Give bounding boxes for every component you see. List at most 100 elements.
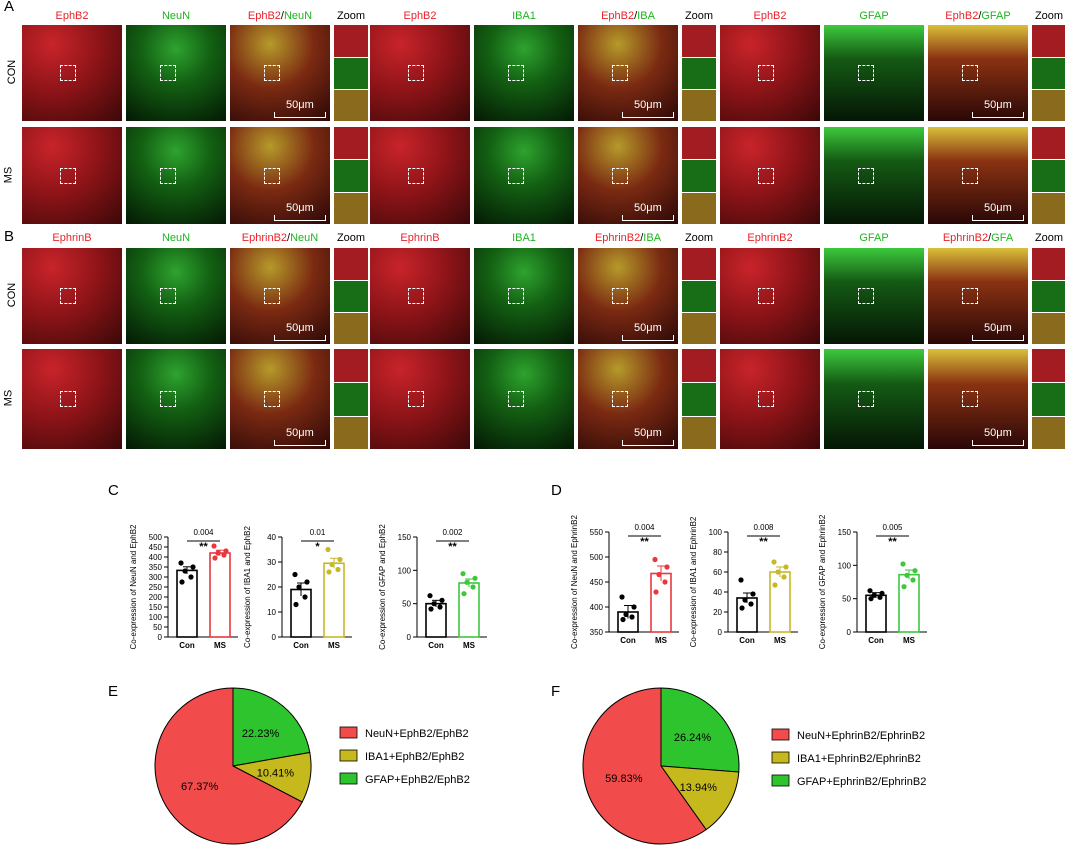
y-axis-label: Co-expression of IBA1 and EphB2 xyxy=(243,526,252,648)
data-point xyxy=(460,571,466,577)
zoom-tile xyxy=(1032,57,1065,91)
y-tick-label: 20 xyxy=(713,608,722,617)
zoom-tile xyxy=(1032,349,1065,383)
significance-stars: ** xyxy=(448,541,457,553)
y-tick-label: 50 xyxy=(153,623,162,632)
merged-image xyxy=(578,248,678,344)
data-point xyxy=(190,564,196,570)
zoom-tile xyxy=(334,417,368,449)
zoom-tile xyxy=(1032,160,1065,193)
roi-box xyxy=(160,288,176,304)
scale-bar xyxy=(972,440,1024,446)
scale-bar xyxy=(972,215,1024,221)
zoom-strip xyxy=(334,127,368,224)
data-point xyxy=(461,591,467,597)
data-point xyxy=(304,579,310,585)
panel-letter-f: F xyxy=(551,683,561,700)
roi-box xyxy=(758,65,774,81)
roi-box xyxy=(264,288,280,304)
roi-box xyxy=(264,167,280,184)
data-point xyxy=(212,555,218,561)
data-point xyxy=(629,614,635,620)
x-tick-label: MS xyxy=(463,641,476,650)
panel-letter-a: A xyxy=(4,0,15,15)
data-point xyxy=(302,594,308,600)
y-tick-label: 0 xyxy=(847,628,852,637)
column-label-zoom: Zoom xyxy=(336,232,366,244)
zoom-tile xyxy=(682,248,716,281)
x-tick-label: Con xyxy=(293,641,309,650)
bar-chart-d1: 350 400 450 500 550 Co-expression of NeuN and… xyxy=(570,515,679,649)
roi-box xyxy=(962,288,978,304)
data-point xyxy=(179,579,185,585)
roi-box xyxy=(858,167,874,184)
scale-bar xyxy=(622,440,674,446)
data-point xyxy=(188,574,194,580)
merge-label-red: EphB2 xyxy=(945,10,979,22)
merged-image xyxy=(928,248,1028,344)
data-point xyxy=(900,561,906,567)
red-channel-image xyxy=(22,127,122,224)
zoom-tile xyxy=(334,25,368,58)
y-tick-label: 30 xyxy=(267,558,276,567)
pie-slice xyxy=(232,687,311,767)
merged-image xyxy=(928,127,1028,224)
data-point xyxy=(620,616,626,623)
roi-box xyxy=(60,167,76,184)
scale-bar xyxy=(274,335,326,341)
merged-image xyxy=(230,349,330,449)
x-tick-label: Con xyxy=(428,641,444,650)
pie-chart-f: 26.24% 13.94% 59.83% NeuN+EphrinB2/EphrinB2… xyxy=(582,687,926,845)
y-tick-label: 80 xyxy=(713,548,722,557)
y-tick-label: 350 xyxy=(149,563,163,572)
x-tick-label: MS xyxy=(328,641,341,650)
merge-label-green: IBA xyxy=(637,10,655,22)
zoom-strip xyxy=(682,127,716,224)
data-point xyxy=(439,597,445,603)
zoom-tile xyxy=(1032,383,1065,417)
y-tick-label: 500 xyxy=(149,533,163,542)
data-point xyxy=(292,571,298,578)
legend-label: IBA1+EphrinB2/EphrinB2 xyxy=(797,753,921,765)
column-label-zoom: Zoom xyxy=(684,10,714,22)
y-tick-label: 100 xyxy=(149,613,163,622)
scale-label: 50μm xyxy=(286,99,314,111)
red-channel-image xyxy=(370,25,470,121)
y-axis-label: Co-expression of GFAP and EphB2 xyxy=(378,524,387,650)
data-point xyxy=(221,552,227,558)
green-channel-image xyxy=(824,25,924,121)
x-tick-label: Con xyxy=(179,641,195,650)
bar-chart-d3: 0 50 100 150 Co-expression of GFAP and Ephri… xyxy=(818,514,927,649)
column-label-red: EphB2 xyxy=(55,10,89,22)
zoom-tile xyxy=(1032,248,1065,281)
y-tick-label: 400 xyxy=(590,603,604,612)
zoom-strip xyxy=(682,25,716,121)
pie-slice xyxy=(659,765,740,831)
legend-swatch xyxy=(771,728,790,741)
p-value: 0.004 xyxy=(193,528,214,537)
scale-label: 50μm xyxy=(984,202,1012,214)
merge-label-sep: / xyxy=(978,10,982,22)
column-label-red: EphB2 xyxy=(753,10,787,22)
merge-label-green: NeuN xyxy=(290,232,319,244)
data-point xyxy=(653,589,659,595)
data-point xyxy=(871,592,877,598)
pie-slice-label: 67.37% xyxy=(181,781,219,793)
column-label-merge: EphrinB2/IBA xyxy=(578,232,678,244)
zoom-tile xyxy=(1032,280,1065,314)
panel-letter-c: C xyxy=(108,482,119,499)
red-channel-image xyxy=(720,127,820,224)
y-axis-label: Co-expression of IBA1 and EphrinB2 xyxy=(689,516,698,647)
legend-label: GFAP+EphB2/EphB2 xyxy=(365,774,470,786)
green-channel-image xyxy=(824,349,924,449)
x-tick-label: Con xyxy=(620,636,636,645)
column-label-green: NeuN xyxy=(161,10,191,22)
data-point xyxy=(470,584,476,590)
data-point xyxy=(428,606,434,612)
zoom-tile xyxy=(334,349,368,383)
column-label-zoom: Zoom xyxy=(336,10,366,22)
x-tick-label: Con xyxy=(739,636,755,645)
y-tick-label: 20 xyxy=(267,583,276,592)
roi-box xyxy=(160,65,176,81)
scale-bar xyxy=(972,112,1024,118)
